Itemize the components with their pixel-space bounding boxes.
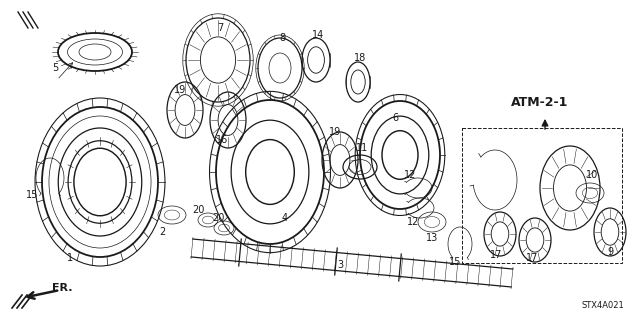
Text: 20: 20 (192, 205, 204, 215)
Text: 19: 19 (174, 85, 186, 95)
Text: 12: 12 (404, 170, 416, 180)
Text: 11: 11 (356, 143, 368, 153)
Text: 7: 7 (217, 23, 223, 33)
Text: 15: 15 (449, 257, 461, 267)
Text: 3: 3 (337, 260, 343, 270)
Text: 8: 8 (279, 33, 285, 43)
Text: 19: 19 (329, 127, 341, 137)
Text: 15: 15 (26, 190, 38, 200)
Text: 17: 17 (490, 250, 502, 260)
Text: 4: 4 (282, 213, 288, 223)
Text: 5: 5 (52, 63, 58, 73)
Text: 13: 13 (426, 233, 438, 243)
Text: 16: 16 (216, 135, 228, 145)
Bar (462, 128, 622, 263)
Text: STX4A021: STX4A021 (581, 301, 624, 310)
Text: 18: 18 (354, 53, 366, 63)
Text: 17: 17 (526, 253, 538, 263)
Text: FR.: FR. (52, 283, 72, 293)
Text: 2: 2 (159, 227, 165, 237)
Text: 12: 12 (407, 217, 419, 227)
Text: 6: 6 (392, 113, 398, 123)
Text: 9: 9 (607, 247, 613, 257)
Text: 1: 1 (67, 253, 73, 263)
Text: 20: 20 (212, 213, 224, 223)
Text: 14: 14 (312, 30, 324, 40)
Text: ATM-2-1: ATM-2-1 (511, 95, 569, 108)
Text: 10: 10 (586, 170, 598, 180)
